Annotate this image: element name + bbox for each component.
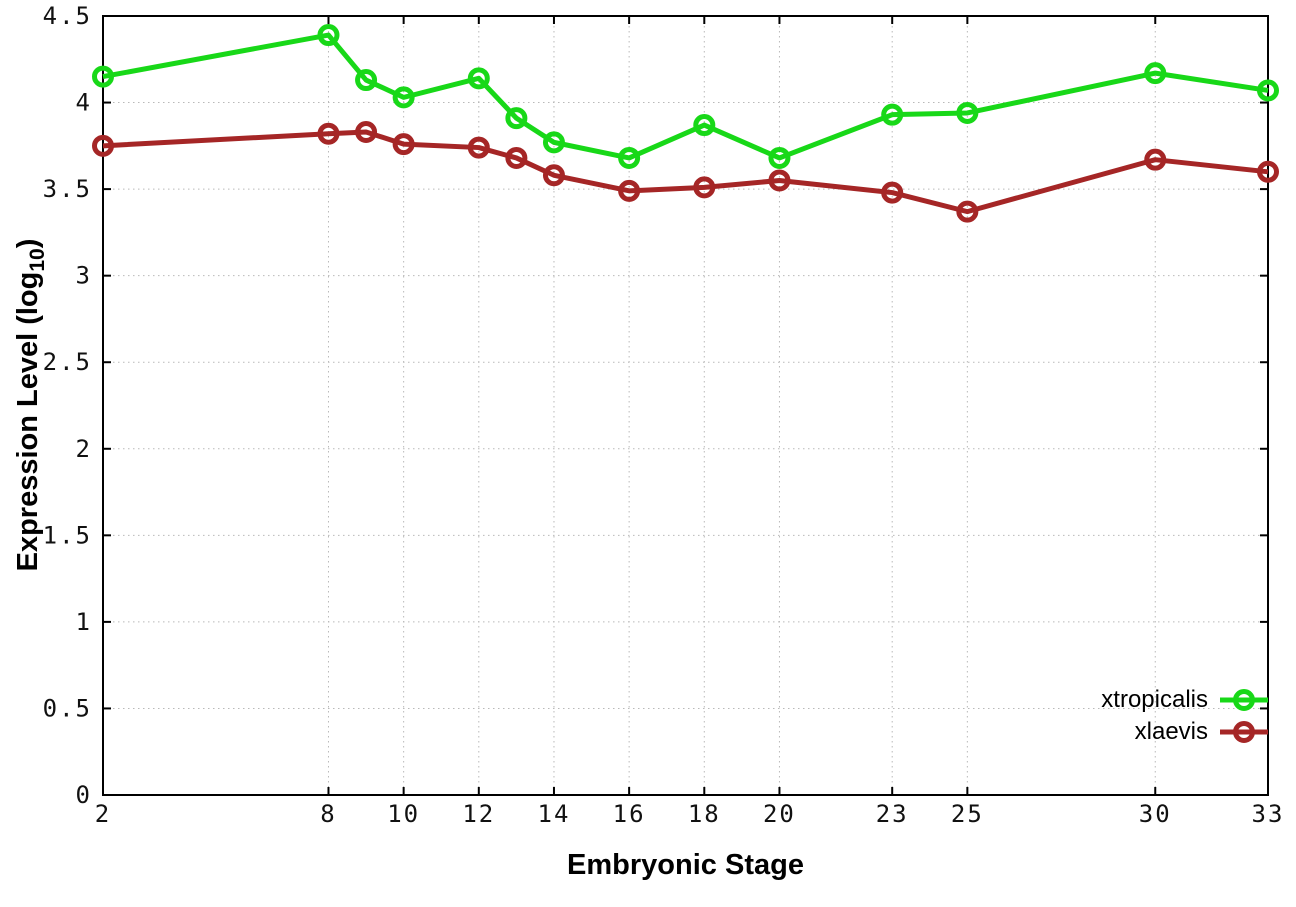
marker-xlaevis bbox=[392, 133, 415, 156]
marker-xlaevis bbox=[355, 120, 378, 143]
marker-xlaevis bbox=[1257, 160, 1279, 183]
legend-label-xlaevis: xlaevis bbox=[1134, 718, 1208, 745]
y-tick-label: 4.5 bbox=[43, 2, 92, 30]
y-tick-label: 2 bbox=[76, 435, 92, 463]
marker-xlaevis bbox=[317, 122, 340, 145]
legend-sample-circle-icon bbox=[1233, 689, 1255, 711]
marker-xlaevis bbox=[693, 176, 716, 199]
y-tick-label: 0.5 bbox=[43, 694, 92, 722]
series-line-xtropicalis bbox=[102, 32, 1269, 161]
marker-xlaevis bbox=[1144, 148, 1167, 171]
marker-xtropicalis bbox=[1257, 79, 1279, 102]
marker-xlaevis bbox=[92, 134, 114, 157]
y-tick-label: 4 bbox=[76, 89, 92, 117]
legend: xtropicalis xlaevis bbox=[1101, 684, 1270, 748]
legend-item-xlaevis: xlaevis bbox=[1101, 716, 1270, 748]
marker-xtropicalis bbox=[317, 24, 340, 47]
y-axis-title-subscript: 10 bbox=[25, 248, 49, 272]
marker-xtropicalis bbox=[768, 146, 791, 169]
marker-xtropicalis bbox=[693, 114, 716, 137]
y-tick-label: 2.5 bbox=[43, 348, 92, 376]
marker-xtropicalis bbox=[542, 131, 565, 154]
y-tick-label: 1.5 bbox=[43, 521, 92, 549]
series-line-xlaevis bbox=[102, 129, 1269, 215]
y-axis-title-close: ) bbox=[12, 238, 44, 249]
marker-xlaevis bbox=[881, 181, 904, 204]
x-tick-label: 14 bbox=[538, 800, 571, 828]
x-tick-label: 23 bbox=[876, 800, 909, 828]
marker-xlaevis bbox=[505, 146, 528, 169]
x-axis-title: Embryonic Stage bbox=[567, 849, 804, 881]
marker-xlaevis bbox=[768, 169, 791, 192]
marker-xtropicalis bbox=[618, 146, 641, 169]
marker-xtropicalis bbox=[355, 69, 378, 92]
x-tick-label: 16 bbox=[613, 800, 646, 828]
marker-xlaevis bbox=[542, 164, 565, 187]
y-tick-label: 3 bbox=[76, 262, 92, 290]
legend-label-xtropicalis: xtropicalis bbox=[1101, 686, 1208, 713]
marker-xlaevis bbox=[618, 179, 641, 202]
x-tick-label: 33 bbox=[1252, 800, 1285, 828]
x-tick-label: 18 bbox=[688, 800, 721, 828]
y-axis-title-text: Expression Level (log bbox=[12, 271, 44, 572]
x-tick-label: 25 bbox=[951, 800, 984, 828]
y-tick-label: 0 bbox=[76, 781, 92, 809]
y-tick-label: 1 bbox=[76, 608, 92, 636]
x-tick-label: 8 bbox=[320, 800, 336, 828]
y-tick-label: 3.5 bbox=[43, 175, 92, 203]
x-tick-label: 20 bbox=[763, 800, 796, 828]
legend-sample-circle-icon bbox=[1233, 721, 1255, 743]
marker-xlaevis bbox=[467, 136, 490, 159]
x-tick-label: 2 bbox=[95, 800, 111, 828]
marker-xtropicalis bbox=[956, 101, 979, 124]
marker-xlaevis bbox=[956, 200, 979, 223]
y-axis-title: Expression Level (log10) bbox=[12, 195, 52, 615]
marker-xtropicalis bbox=[392, 86, 415, 109]
plot-border bbox=[102, 15, 1269, 796]
x-tick-label: 12 bbox=[462, 800, 495, 828]
marker-xtropicalis bbox=[92, 65, 114, 88]
marker-xtropicalis bbox=[881, 103, 904, 126]
x-tick-label: 30 bbox=[1139, 800, 1172, 828]
legend-item-xtropicalis: xtropicalis bbox=[1101, 684, 1270, 716]
marker-xtropicalis bbox=[467, 67, 490, 90]
marker-xtropicalis bbox=[505, 107, 528, 130]
x-tick-label: 10 bbox=[387, 800, 420, 828]
legend-marker-xlaevis bbox=[1220, 721, 1268, 743]
marker-xtropicalis bbox=[1144, 62, 1167, 85]
legend-marker-xtropicalis bbox=[1220, 689, 1268, 711]
